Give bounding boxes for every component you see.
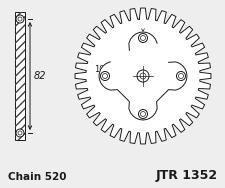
Circle shape <box>139 73 145 79</box>
Circle shape <box>102 74 107 79</box>
Polygon shape <box>75 8 210 144</box>
Text: 10.5: 10.5 <box>93 64 112 74</box>
Circle shape <box>140 111 145 117</box>
Bar <box>15 12 25 140</box>
Circle shape <box>16 15 24 23</box>
Text: 82: 82 <box>34 71 46 81</box>
Circle shape <box>100 71 109 80</box>
Circle shape <box>16 129 24 137</box>
Text: JTR 1352: JTR 1352 <box>155 169 217 182</box>
Circle shape <box>178 74 183 79</box>
Circle shape <box>18 131 22 135</box>
Circle shape <box>138 109 147 118</box>
Circle shape <box>18 17 22 21</box>
Bar <box>15 12 25 140</box>
Circle shape <box>140 36 145 40</box>
Circle shape <box>138 33 147 42</box>
Text: 104: 104 <box>140 68 160 78</box>
Text: Chain 520: Chain 520 <box>8 172 66 182</box>
Circle shape <box>176 71 185 80</box>
Circle shape <box>136 70 148 82</box>
